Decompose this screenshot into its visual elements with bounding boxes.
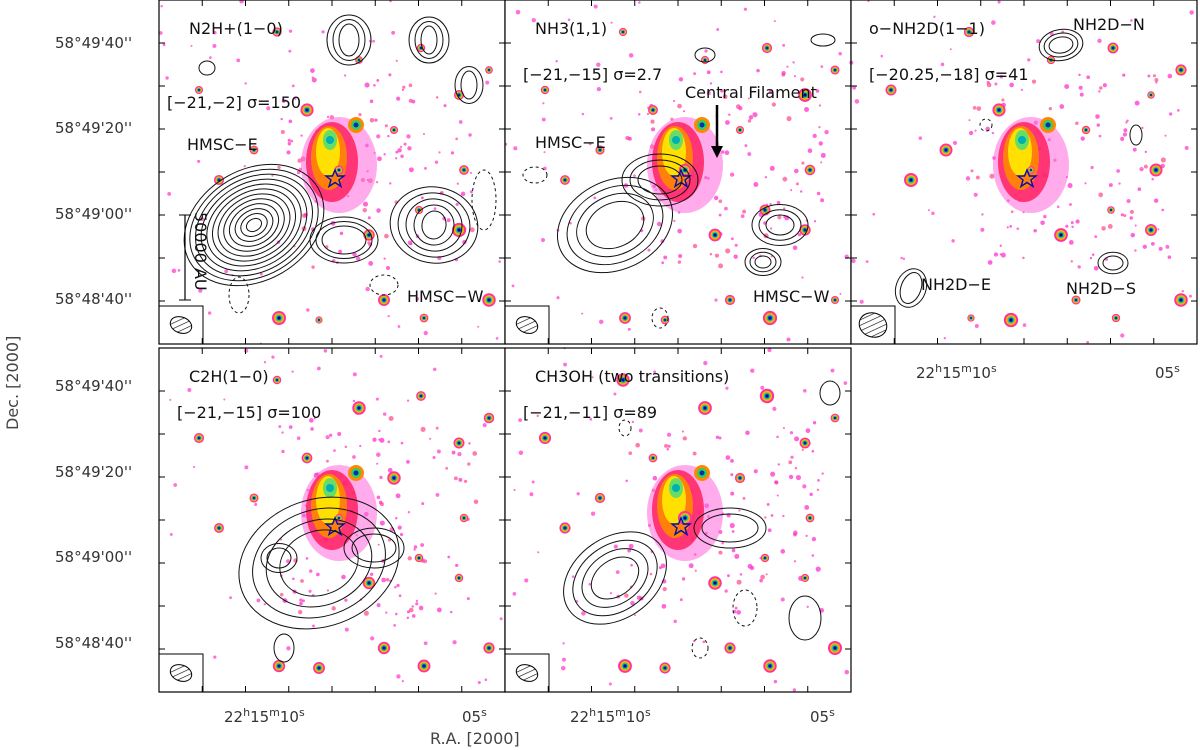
scalebar-label: 50000 AU	[191, 212, 210, 291]
contours-n2h	[183, 14, 497, 314]
dec-tick-bot-1: 58°49'40''	[55, 377, 132, 395]
ra-minor-tick-3: 05s	[1155, 362, 1180, 382]
panel-nh3: NH3(1,1) [−21,−15] σ=2.7 HMSC−E HMSC−W Centr…	[504, 0, 852, 345]
panel-ch3oh: CH3OH (two transitions) [−21,−11] σ=89	[504, 347, 852, 693]
emission-map-nh2d	[849, 0, 1194, 344]
panel-nh2d: o−NH2D(1−1) [−20.25,−18] σ=41 NH2D−N NH2D−E…	[849, 0, 1198, 345]
region-label-nh3-0: HMSC−E	[535, 133, 606, 152]
velocity-range-n2h: [−21,−2] σ=150	[167, 93, 301, 112]
region-label-nh2d-2: NH2D−S	[1066, 279, 1136, 298]
ra-minor-tick-2: 05s	[462, 706, 487, 726]
region-label-nh2d-0: NH2D−N	[1073, 15, 1145, 34]
dec-tick-bot-4: 58°48'40''	[55, 634, 132, 652]
panel-title-c2h: C2H(1−0)	[189, 367, 269, 386]
panel-n2h: N2H+(1−0) [−21,−2] σ=150 HMSC−E HMSC−W 50000…	[158, 0, 506, 345]
ra-minor-tick-1: 05s	[810, 706, 835, 726]
ra-major-tick-2: 22h15m10s	[570, 706, 651, 726]
dec-tick-labels: 58°49'40'' 58°49'20'' 58°49'00'' 58°48'4…	[55, 34, 132, 652]
dec-tick-bot-2: 58°49'20''	[55, 463, 132, 481]
ra-major-tick-3: 22h15m10s	[916, 362, 997, 382]
contours-nh3	[522, 33, 836, 329]
dec-tick-top-4: 58°48'40''	[55, 290, 132, 308]
panel-title-ch3oh: CH3OH (two transitions)	[535, 367, 729, 386]
region-label-nh3-2: Central Filament	[685, 83, 817, 102]
dec-tick-top-1: 58°49'40''	[55, 34, 132, 52]
panel-c2h: C2H(1−0) [−21,−15] σ=100	[158, 347, 506, 693]
emission-map-c2h	[169, 348, 503, 685]
panel-frame-ch3oh	[504, 347, 852, 693]
emission-map-nh3	[504, 1, 849, 342]
y-axis-title: Dec. [2000]	[3, 336, 22, 430]
dec-tick-bot-3: 58°49'00''	[55, 548, 132, 566]
panel-title-nh3: NH3(1,1)	[535, 19, 607, 38]
x-axis-title: R.A. [2000]	[430, 729, 520, 748]
region-label-nh2d-1: NH2D−E	[921, 275, 991, 294]
dec-tick-top-3: 58°49'00''	[55, 205, 132, 223]
region-label-nh3-1: HMSC−W	[753, 287, 830, 306]
ra-major-tick-1: 22h15m10s	[224, 706, 305, 726]
velocity-range-nh3: [−21,−15] σ=2.7	[523, 65, 662, 84]
dec-tick-top-2: 58°49'20''	[55, 119, 132, 137]
velocity-range-ch3oh: [−21,−11] σ=89	[523, 403, 657, 422]
region-label-n2h-1: HMSC−W	[407, 287, 484, 306]
region-label-n2h-0: HMSC−E	[187, 135, 258, 154]
panel-title-nh2d: o−NH2D(1−1)	[869, 19, 985, 38]
contours-ch3oh	[563, 380, 841, 659]
velocity-range-nh2d: [−20.25,−18] σ=41	[869, 65, 1029, 84]
panel-title-n2h: N2H+(1−0)	[189, 19, 283, 38]
panel-frame-nh2d	[850, 0, 1198, 345]
contours-nh2d	[894, 28, 1143, 308]
contours-c2h	[238, 496, 405, 663]
emission-map-ch3oh	[512, 347, 850, 692]
velocity-range-c2h: [−21,−15] σ=100	[177, 403, 321, 422]
